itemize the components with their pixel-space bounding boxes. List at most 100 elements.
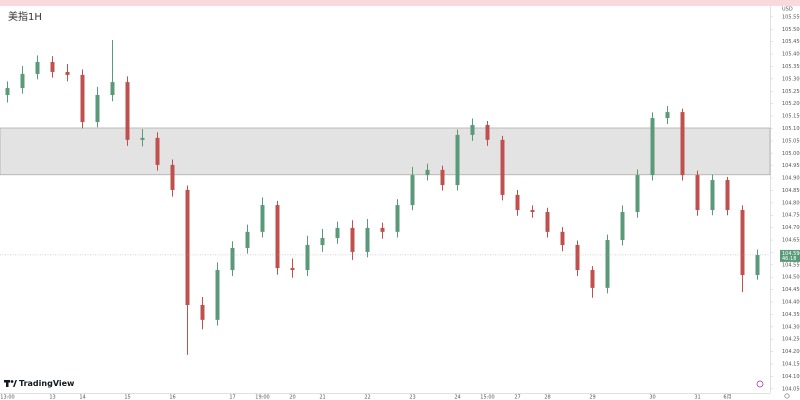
candle-body	[200, 304, 205, 320]
candle	[425, 163, 430, 181]
y-tick-label: 104.550	[782, 262, 800, 268]
candle-body	[260, 205, 265, 232]
candle	[155, 132, 160, 171]
x-tick-label: 14	[79, 395, 85, 400]
candle	[470, 118, 475, 141]
y-tick-label: 105.350	[782, 64, 800, 70]
candle-body	[500, 139, 505, 195]
candle	[680, 108, 685, 181]
candle	[185, 185, 190, 355]
y-tick-label: 105.150	[782, 114, 800, 120]
x-tick-label: 19:00	[255, 395, 269, 400]
top-strip	[0, 0, 800, 6]
candle	[35, 55, 40, 80]
candle-body	[410, 175, 415, 206]
candle-body	[170, 164, 175, 190]
x-tick-label: 28	[544, 395, 550, 400]
candle-body	[545, 212, 550, 232]
x-tick-label: 29	[589, 395, 595, 400]
candle	[500, 135, 505, 201]
candle	[335, 221, 340, 244]
candle	[515, 189, 520, 216]
candle-body	[275, 205, 280, 269]
candle	[95, 86, 100, 128]
candle	[80, 69, 85, 129]
x-tick-label: 22	[364, 395, 370, 400]
candle	[605, 234, 610, 294]
y-tick-label: 104.700	[782, 225, 800, 231]
candle-body	[110, 82, 115, 96]
y-tick-label: 105.250	[782, 89, 800, 95]
y-tick-label: 105.100	[782, 126, 800, 132]
candle	[65, 64, 70, 82]
brand-logo	[4, 380, 17, 387]
candle-body	[605, 240, 610, 288]
candle	[650, 112, 655, 181]
candle	[620, 205, 625, 246]
candle	[695, 170, 700, 216]
x-tick-label: 27	[514, 395, 520, 400]
y-tick-label: 104.650	[782, 238, 800, 244]
x-tick-label: 16	[169, 395, 175, 400]
countdown: 46:18	[782, 256, 796, 262]
y-tick-label: 104.800	[782, 200, 800, 206]
y-tick-label: 105.200	[782, 101, 800, 107]
y-tick-label: 105.400	[782, 52, 800, 58]
y-tick-label: 105.050	[782, 138, 800, 144]
candle	[740, 205, 745, 293]
candle	[380, 222, 385, 239]
candle-body	[635, 175, 640, 213]
replay-icon[interactable]	[756, 380, 764, 388]
x-tick-label: 17	[229, 395, 235, 400]
settings-icon[interactable]	[784, 393, 790, 399]
x-tick-label: 20	[289, 395, 295, 400]
candle	[50, 56, 55, 78]
y-tick-label: 105.300	[782, 76, 800, 82]
x-tick-label: 31	[694, 395, 700, 400]
candle-body	[470, 125, 475, 135]
candle-body	[755, 254, 760, 275]
price-label: 104.590	[782, 251, 800, 257]
candle-body	[35, 62, 40, 74]
candle-body	[740, 210, 745, 275]
candle-body	[320, 238, 325, 245]
candle-body	[5, 88, 10, 96]
candle-body	[560, 231, 565, 245]
candle-body	[515, 194, 520, 211]
candle-body	[530, 210, 535, 213]
candle	[530, 205, 535, 218]
candle-body	[245, 231, 250, 248]
candle	[725, 176, 730, 216]
candle	[230, 241, 235, 276]
y-tick-label: 104.200	[782, 349, 800, 355]
y-tick-label: 104.900	[782, 176, 800, 182]
y-tick-label: 104.750	[782, 213, 800, 219]
candle	[635, 169, 640, 218]
candle-body	[125, 82, 130, 140]
candle	[20, 65, 25, 94]
candle	[485, 121, 490, 146]
y-tick-label: 105.550	[782, 14, 800, 20]
y-tick-label: 104.850	[782, 188, 800, 194]
y-tick-label: 104.400	[782, 300, 800, 306]
candle-body	[80, 74, 85, 123]
candle	[5, 81, 10, 103]
y-tick-label: 104.350	[782, 312, 800, 318]
candle	[755, 249, 760, 280]
candle-body	[725, 180, 730, 211]
candle-body	[65, 71, 70, 75]
candle	[290, 258, 295, 278]
candle-body	[425, 169, 430, 176]
y-tick-label: 104.100	[782, 374, 800, 380]
x-tick-label: 6月	[723, 395, 731, 400]
y-tick-label: 105.000	[782, 151, 800, 157]
y-tick-label: 104.500	[782, 275, 800, 281]
x-tick-label: 15	[124, 395, 130, 400]
candle-body	[50, 62, 55, 72]
candle-body	[440, 169, 445, 185]
candle-body	[620, 212, 625, 241]
candle-body	[350, 227, 355, 252]
x-tick-label: 15:00	[480, 395, 494, 400]
x-tick-label: 23	[409, 395, 415, 400]
